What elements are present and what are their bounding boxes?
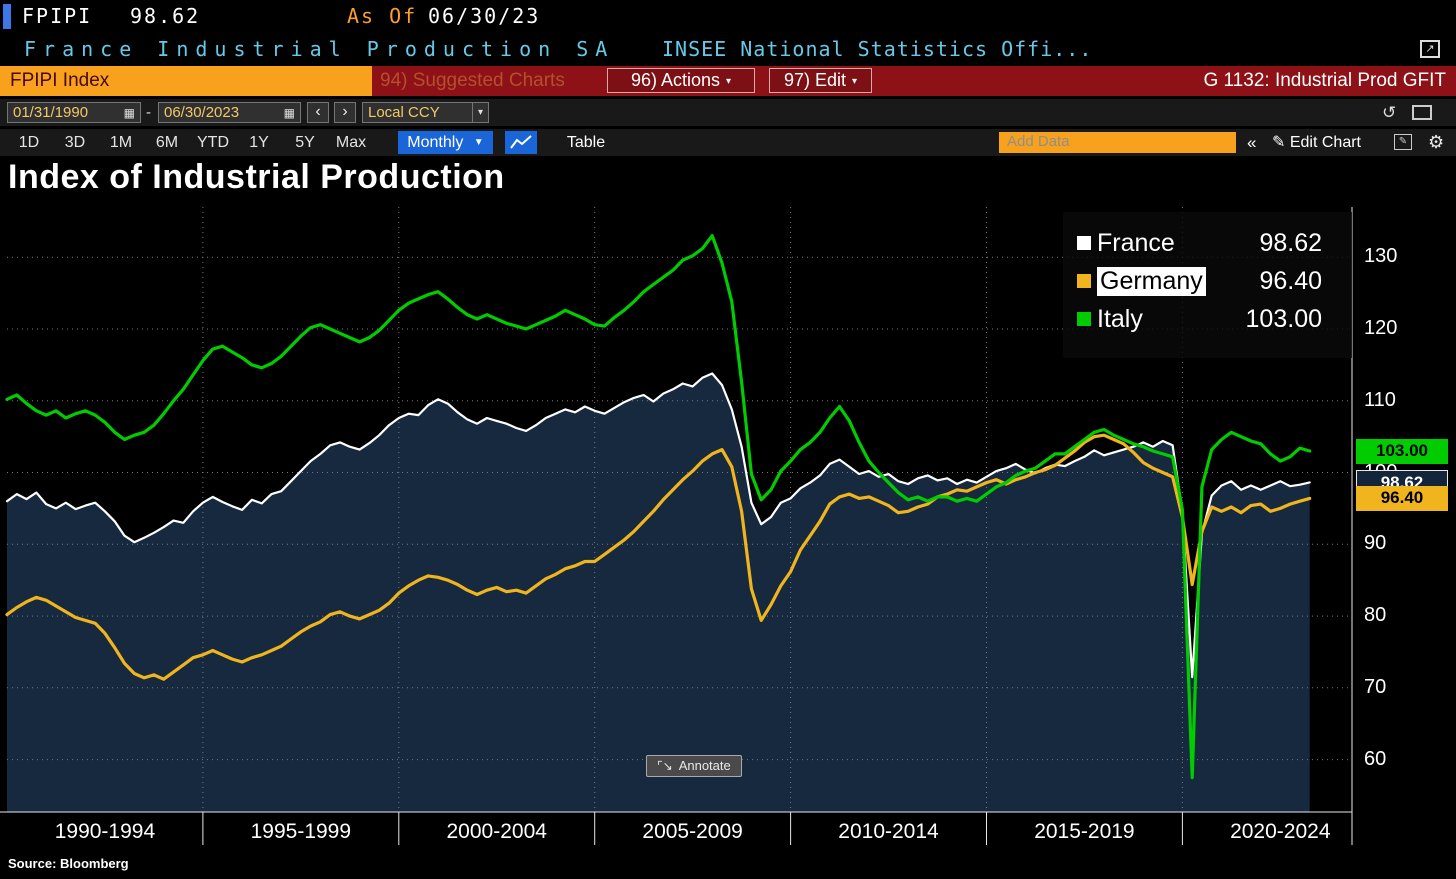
series-line-france xyxy=(5,372,1311,679)
period-button-ytd[interactable]: YTD xyxy=(197,134,229,151)
legend-swatch xyxy=(1077,236,1091,250)
y-axis-label: 130 xyxy=(1364,245,1398,268)
date-to-field[interactable]: 06/30/2023 ▦ xyxy=(158,102,301,123)
period-button-1m[interactable]: 1M xyxy=(109,134,133,151)
y-axis-label: 110 xyxy=(1364,388,1396,411)
edit-chart-label: Edit Chart xyxy=(1289,134,1361,151)
undo-icon[interactable]: ↺ xyxy=(1382,103,1397,122)
collapse-icon[interactable]: « xyxy=(1247,133,1257,152)
chart-id-label: G 1132: Industrial Prod GFIT xyxy=(1203,70,1446,91)
dropdown-arrow-icon: ▼ xyxy=(473,137,484,148)
legend-item-italy[interactable]: Italy 103.00 xyxy=(1077,300,1322,338)
popout-icon[interactable]: ↗ xyxy=(1420,40,1440,58)
pencil-icon: ⌜↘ xyxy=(657,759,673,773)
y-axis-label: 70 xyxy=(1364,675,1387,698)
gear-icon[interactable]: ⚙ xyxy=(1428,132,1445,152)
edit-chart-icon[interactable]: ✎ xyxy=(1394,134,1412,150)
legend-value: 103.00 xyxy=(1245,304,1322,333)
legend-swatch xyxy=(1077,312,1091,326)
x-axis-label: 2015-2019 xyxy=(1034,820,1135,843)
pencil-icon: ✎ xyxy=(1272,134,1286,151)
chart-title: Index of Industrial Production xyxy=(8,158,505,196)
chevron-down-icon: ▾ xyxy=(852,76,858,87)
y-axis-label: 60 xyxy=(1364,747,1387,770)
x-axis-label: 2020-2024 xyxy=(1230,820,1331,843)
currency-select[interactable]: Local CCY ▾ xyxy=(362,102,489,123)
add-data-input[interactable]: Add Data xyxy=(999,132,1236,153)
y-axis-label: 90 xyxy=(1364,532,1387,555)
header-row: FPIPI 98.62 As Of 06/30/23 xyxy=(0,0,1456,33)
table-button[interactable]: Table xyxy=(566,134,606,151)
legend-item-france[interactable]: France 98.62 xyxy=(1077,224,1322,262)
date-from-value: 01/31/1990 xyxy=(13,104,89,121)
edit-chart-button[interactable]: ✎ Edit Chart xyxy=(1272,129,1361,156)
legend-name: France xyxy=(1097,228,1175,257)
period-button-3d[interactable]: 3D xyxy=(64,134,86,151)
chevron-right-button[interactable]: › xyxy=(334,102,356,123)
as-of-date: 06/30/23 xyxy=(428,4,541,28)
source-label: Source: Bloomberg xyxy=(8,856,129,871)
series-line-italy xyxy=(5,234,1312,780)
suggested-charts-menu[interactable]: 94) Suggested Charts xyxy=(380,70,565,91)
period-button-max[interactable]: Max xyxy=(335,134,367,151)
actions-button[interactable]: 96) Actions ▾ xyxy=(607,68,755,93)
dropdown-arrow-icon: ▾ xyxy=(471,103,483,122)
line-chart-icon[interactable] xyxy=(505,131,537,154)
annotate-label: Annotate xyxy=(678,758,731,773)
date-toolbar: 01/31/1990 ▦ - 06/30/2023 ▦ ‹ › Local CC… xyxy=(0,99,1456,126)
period-toolbar: 1D 3D 1M 6M YTD 1Y 5Y Max Monthly ▼ Table Add D… xyxy=(0,129,1456,156)
calendar-icon: ▦ xyxy=(283,105,295,120)
period-button-5y[interactable]: 5Y xyxy=(295,134,315,151)
edit-label: 97) Edit xyxy=(783,70,846,90)
edit-button[interactable]: 97) Edit ▾ xyxy=(769,68,872,93)
calendar-icon: ▦ xyxy=(123,105,135,120)
chevron-left-button[interactable]: ‹ xyxy=(307,102,329,123)
screen-icon[interactable] xyxy=(1412,105,1432,120)
frequency-select[interactable]: Monthly ▼ xyxy=(398,131,493,154)
legend-value: 98.62 xyxy=(1259,228,1322,257)
x-axis-label: 1995-1999 xyxy=(250,820,352,843)
ticker-field[interactable]: FPIPI Index xyxy=(0,66,372,96)
ticker-last-value: 98.62 xyxy=(130,4,201,28)
accent-bar xyxy=(3,4,11,29)
legend-swatch xyxy=(1077,274,1091,288)
x-axis-label: 2010-2014 xyxy=(838,820,939,843)
currency-value: Local CCY xyxy=(368,104,440,121)
legend-name: Germany xyxy=(1097,266,1206,296)
command-bar: FPIPI Index 94) Suggested Charts 96) Act… xyxy=(0,66,1456,96)
date-separator: - xyxy=(146,104,151,121)
annotate-button[interactable]: ⌜↘ Annotate xyxy=(646,755,742,777)
data-source-name: INSEE National Statistics Offi... xyxy=(662,37,1093,61)
period-button-6m[interactable]: 6M xyxy=(155,134,179,151)
chart-legend: France 98.62 Germany 96.40 Italy 103.00 xyxy=(1063,212,1352,358)
legend-value: 96.40 xyxy=(1259,266,1322,295)
frequency-value: Monthly xyxy=(407,134,464,151)
as-of-label: As Of xyxy=(347,4,418,28)
x-axis-label: 2000-2004 xyxy=(446,820,547,843)
date-to-value: 06/30/2023 xyxy=(164,104,240,121)
last-value-tag-germany: 96.40 xyxy=(1356,486,1448,512)
period-button-1d[interactable]: 1D xyxy=(18,134,40,151)
period-button-group: 1D 3D 1M 6M YTD 1Y 5Y Max xyxy=(6,129,374,156)
series-line-germany xyxy=(5,433,1312,681)
chevron-down-icon: ▾ xyxy=(726,76,732,87)
x-axis-label: 2005-2009 xyxy=(642,820,743,843)
date-from-field[interactable]: 01/31/1990 ▦ xyxy=(7,102,141,123)
y-axis-label: 120 xyxy=(1364,317,1398,339)
ticker-symbol: FPIPI xyxy=(22,4,93,28)
y-axis-label: 80 xyxy=(1364,604,1387,627)
security-name: France Industrial Production SA xyxy=(24,37,615,61)
x-axis-label: 1990-1994 xyxy=(54,820,156,843)
actions-label: 96) Actions xyxy=(630,70,721,90)
plot-area xyxy=(0,207,1353,845)
security-row: France Industrial Production SA INSEE Na… xyxy=(0,33,1456,65)
legend-name: Italy xyxy=(1097,304,1143,333)
last-value-tag-italy: 103.00 xyxy=(1356,439,1448,464)
legend-item-germany[interactable]: Germany 96.40 xyxy=(1077,262,1322,300)
period-button-1y[interactable]: 1Y xyxy=(249,134,269,151)
